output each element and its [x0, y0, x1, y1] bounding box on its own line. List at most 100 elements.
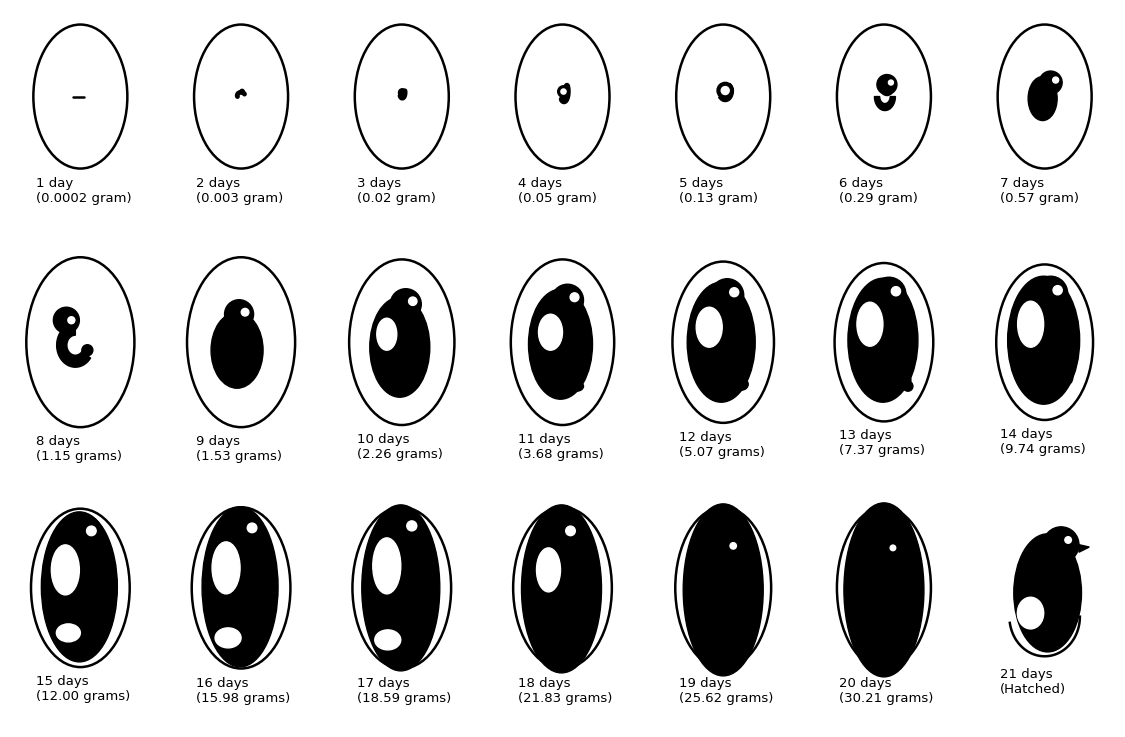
- Ellipse shape: [362, 505, 440, 671]
- Polygon shape: [56, 324, 90, 367]
- Text: 6 days
(0.29 gram): 6 days (0.29 gram): [839, 177, 918, 205]
- Circle shape: [234, 364, 254, 384]
- Polygon shape: [1079, 545, 1089, 552]
- Ellipse shape: [522, 505, 602, 673]
- Ellipse shape: [212, 312, 263, 388]
- Text: 17 days
(18.59 grams): 17 days (18.59 grams): [357, 677, 451, 705]
- Ellipse shape: [56, 624, 80, 642]
- Text: 16 days
(15.98 grams): 16 days (15.98 grams): [197, 677, 290, 705]
- Ellipse shape: [1018, 301, 1044, 347]
- Circle shape: [66, 515, 102, 551]
- Circle shape: [407, 521, 416, 531]
- Ellipse shape: [34, 24, 127, 169]
- Circle shape: [551, 284, 584, 316]
- Circle shape: [561, 89, 566, 94]
- Circle shape: [1053, 286, 1062, 295]
- Text: 8 days
(1.15 grams): 8 days (1.15 grams): [36, 435, 122, 463]
- Ellipse shape: [372, 538, 400, 594]
- Ellipse shape: [539, 314, 562, 350]
- Circle shape: [558, 85, 569, 97]
- Circle shape: [570, 293, 579, 301]
- Ellipse shape: [375, 630, 400, 650]
- Ellipse shape: [86, 604, 106, 636]
- Ellipse shape: [835, 263, 934, 422]
- Ellipse shape: [837, 24, 930, 169]
- Circle shape: [53, 307, 80, 333]
- Circle shape: [82, 345, 93, 356]
- Circle shape: [730, 542, 737, 549]
- Ellipse shape: [191, 507, 290, 668]
- Text: 21 days
(Hatched): 21 days (Hatched): [1000, 668, 1066, 696]
- Circle shape: [1043, 527, 1079, 562]
- Ellipse shape: [511, 259, 614, 425]
- Ellipse shape: [245, 607, 266, 641]
- Ellipse shape: [903, 381, 912, 391]
- Text: 20 days
(30.21 grams): 20 days (30.21 grams): [839, 677, 934, 705]
- Ellipse shape: [687, 282, 755, 402]
- Circle shape: [711, 279, 744, 312]
- Ellipse shape: [844, 503, 924, 677]
- Ellipse shape: [696, 307, 722, 347]
- Circle shape: [1053, 77, 1059, 83]
- Ellipse shape: [32, 509, 129, 667]
- Text: 3 days
(0.02 gram): 3 days (0.02 gram): [357, 177, 436, 205]
- Ellipse shape: [997, 265, 1094, 420]
- Circle shape: [889, 80, 893, 85]
- Circle shape: [730, 287, 739, 297]
- Circle shape: [721, 86, 729, 94]
- Ellipse shape: [404, 608, 424, 644]
- Ellipse shape: [187, 257, 295, 427]
- Ellipse shape: [515, 24, 610, 169]
- Text: 1 day
(0.0002 gram): 1 day (0.0002 gram): [36, 177, 132, 205]
- Ellipse shape: [1017, 597, 1044, 629]
- Circle shape: [398, 88, 406, 97]
- Text: 4 days
(0.05 gram): 4 days (0.05 gram): [518, 177, 596, 205]
- Ellipse shape: [195, 24, 288, 169]
- Ellipse shape: [1028, 77, 1058, 121]
- Ellipse shape: [213, 542, 240, 594]
- Ellipse shape: [569, 381, 584, 391]
- Ellipse shape: [837, 507, 930, 668]
- Text: 9 days
(1.53 grams): 9 days (1.53 grams): [197, 435, 282, 463]
- Circle shape: [876, 74, 897, 94]
- Circle shape: [225, 300, 253, 329]
- Circle shape: [872, 277, 906, 311]
- Ellipse shape: [1059, 371, 1072, 385]
- Ellipse shape: [202, 507, 278, 667]
- Ellipse shape: [1014, 534, 1081, 652]
- Ellipse shape: [400, 378, 418, 390]
- Circle shape: [408, 297, 417, 305]
- Ellipse shape: [683, 504, 763, 676]
- Text: 19 days
(25.62 grams): 19 days (25.62 grams): [678, 677, 773, 705]
- Circle shape: [891, 287, 900, 296]
- Circle shape: [566, 526, 575, 536]
- Circle shape: [248, 523, 256, 533]
- Circle shape: [87, 526, 96, 536]
- Ellipse shape: [857, 302, 883, 346]
- Text: 18 days
(21.83 grams): 18 days (21.83 grams): [518, 677, 612, 705]
- Ellipse shape: [352, 507, 451, 668]
- Ellipse shape: [215, 628, 241, 648]
- Ellipse shape: [998, 24, 1091, 169]
- Circle shape: [387, 510, 423, 546]
- Ellipse shape: [1042, 83, 1054, 97]
- Text: 12 days
(5.07 grams): 12 days (5.07 grams): [678, 431, 765, 459]
- Ellipse shape: [675, 507, 771, 668]
- Circle shape: [227, 512, 262, 548]
- Text: 7 days
(0.57 gram): 7 days (0.57 gram): [1000, 177, 1079, 205]
- Ellipse shape: [890, 356, 908, 384]
- Ellipse shape: [848, 278, 918, 402]
- Ellipse shape: [676, 24, 771, 169]
- Text: 10 days
(2.26 grams): 10 days (2.26 grams): [357, 433, 443, 461]
- Circle shape: [240, 89, 244, 94]
- Ellipse shape: [26, 257, 134, 427]
- Circle shape: [1065, 537, 1071, 543]
- Circle shape: [881, 83, 893, 96]
- Circle shape: [717, 83, 734, 99]
- Circle shape: [390, 289, 421, 320]
- Ellipse shape: [52, 545, 80, 595]
- Ellipse shape: [562, 372, 583, 388]
- Ellipse shape: [897, 373, 911, 387]
- Circle shape: [1034, 276, 1068, 310]
- Ellipse shape: [735, 378, 748, 390]
